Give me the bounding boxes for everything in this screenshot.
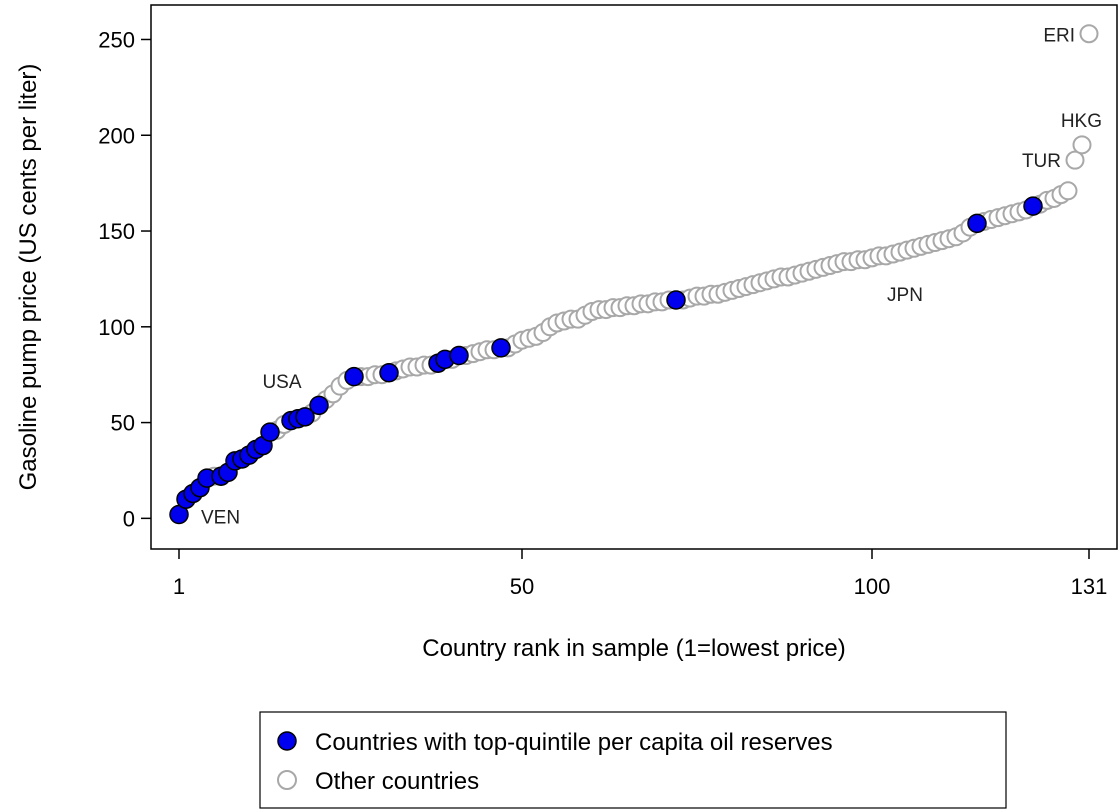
legend-marker-oil (277, 731, 297, 751)
point-oil-country (309, 395, 329, 416)
point-oil-country (379, 363, 399, 383)
y-tick-label: 250 (98, 27, 135, 52)
point-label-tur: TUR (1022, 151, 1061, 172)
point-other-country (1065, 150, 1085, 170)
legend-marker-other (277, 770, 297, 790)
point-oil-country (260, 422, 280, 442)
y-tick-label: 50 (111, 411, 135, 436)
point-label-ven: VEN (201, 508, 240, 529)
point-other-country (1072, 135, 1092, 155)
point-oil-country (449, 345, 469, 366)
point-oil-country (491, 338, 511, 358)
point-label-jpn: JPN (887, 285, 923, 306)
point-oil-country (1023, 196, 1043, 216)
x-tick-label: 100 (854, 574, 891, 599)
point-oil-country (666, 290, 686, 310)
y-tick-label: 150 (98, 219, 135, 244)
point-oil-country (967, 213, 987, 234)
x-axis-title: Country rank in sample (1=lowest price) (422, 635, 846, 662)
point-label-usa: USA (262, 372, 301, 393)
plot-frame (150, 4, 1118, 550)
point-other-country (1079, 24, 1099, 44)
y-axis-title: Gasoline pump price (US cents per liter) (15, 64, 42, 491)
point-label-hkg: HKG (1061, 111, 1102, 132)
x-tick-label: 1 (173, 574, 185, 599)
y-tick-label: 200 (98, 123, 135, 148)
y-tick-label: 100 (98, 315, 135, 340)
point-oil-country (344, 366, 364, 387)
point-oil-country (295, 407, 315, 427)
data-points (169, 24, 1099, 525)
legend-label-other: Other countries (315, 768, 479, 795)
legend: Countries with top-quintile per capita o… (259, 711, 1007, 809)
x-tick-label: 50 (510, 574, 534, 599)
legend-label-oil: Countries with top-quintile per capita o… (315, 729, 833, 756)
point-other-country (1058, 181, 1078, 201)
x-tick-label: 131 (1071, 574, 1108, 599)
y-tick-label: 0 (123, 506, 135, 531)
point-label-eri: ERI (1043, 26, 1075, 47)
legend-box (259, 711, 1007, 809)
